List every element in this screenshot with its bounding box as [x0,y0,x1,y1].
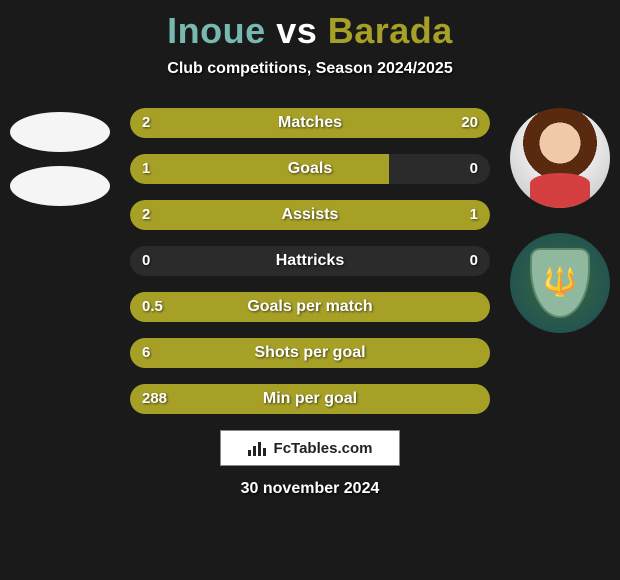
stat-row: 0.5Goals per match [130,292,490,322]
stat-row: 10Goals [130,154,490,184]
content-area: 220Matches 10Goals 21Assists 00Hattricks 0.5… [0,108,620,498]
club-crest [530,248,590,318]
stat-label: Goals per match [130,292,490,322]
stat-bars-container: 220Matches 10Goals 21Assists 00Hattricks 0.5… [130,108,490,414]
stat-label: Min per goal [130,384,490,414]
avatar-right-player [510,108,610,208]
comparison-title: Inoue vs Barada [0,0,620,52]
player-right-name: Barada [328,10,453,51]
stat-label: Goals [130,154,490,184]
stat-label: Hattricks [130,246,490,276]
bar-chart-icon [248,440,268,456]
avatar-left-club [10,166,110,206]
avatar-left-player [10,112,110,152]
stat-row: 00Hattricks [130,246,490,276]
stat-row: 220Matches [130,108,490,138]
stat-label: Matches [130,108,490,138]
stat-label: Shots per goal [130,338,490,368]
trident-icon [545,263,575,303]
footer-date: 30 november 2024 [0,480,620,498]
brand-text: FcTables.com [274,440,373,457]
crest-shield [530,248,590,318]
stat-row: 288Min per goal [130,384,490,414]
subtitle: Club competitions, Season 2024/2025 [0,60,620,78]
avatar-right-club [510,233,610,333]
stat-row: 6Shots per goal [130,338,490,368]
stat-row: 21Assists [130,200,490,230]
player-left-name: Inoue [167,10,266,51]
brand-logo: FcTables.com [220,430,400,466]
vs-text: vs [276,10,317,51]
stat-label: Assists [130,200,490,230]
